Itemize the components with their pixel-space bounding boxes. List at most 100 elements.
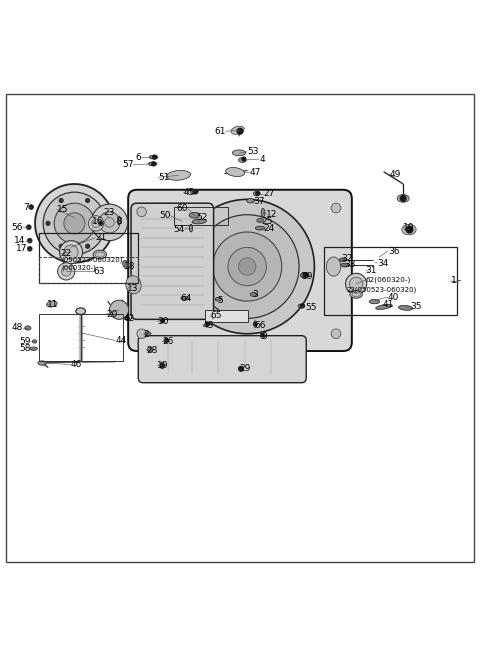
Ellipse shape (339, 258, 347, 262)
Bar (39, 233, 138, 283)
Ellipse shape (149, 155, 158, 159)
Text: 56: 56 (12, 222, 23, 232)
Ellipse shape (27, 238, 32, 243)
Text: 37: 37 (253, 197, 265, 206)
Ellipse shape (257, 218, 264, 222)
Text: 39: 39 (301, 272, 313, 281)
Text: 52: 52 (196, 213, 207, 222)
Circle shape (85, 244, 89, 248)
Circle shape (60, 199, 63, 203)
Circle shape (61, 266, 71, 276)
Text: 43: 43 (203, 321, 214, 329)
Ellipse shape (126, 276, 141, 294)
Ellipse shape (326, 257, 341, 276)
Circle shape (261, 334, 264, 337)
Bar (324, 247, 457, 315)
Circle shape (46, 222, 50, 225)
Ellipse shape (76, 308, 85, 315)
Circle shape (153, 155, 156, 159)
Text: 41: 41 (383, 300, 395, 309)
Ellipse shape (350, 291, 362, 298)
Text: 28: 28 (146, 346, 158, 355)
Text: 17: 17 (16, 244, 28, 253)
Text: 25: 25 (262, 217, 273, 226)
Ellipse shape (402, 224, 416, 235)
Ellipse shape (27, 247, 32, 251)
Text: 31: 31 (366, 266, 377, 275)
Text: 20: 20 (107, 310, 118, 319)
Ellipse shape (260, 332, 265, 338)
Circle shape (99, 222, 103, 225)
Circle shape (99, 212, 120, 233)
Circle shape (406, 226, 413, 233)
Circle shape (88, 216, 104, 231)
Ellipse shape (298, 304, 305, 308)
Text: 63: 63 (94, 267, 105, 276)
Circle shape (213, 232, 282, 301)
Text: 29: 29 (239, 364, 251, 373)
Text: 16: 16 (92, 217, 104, 226)
Text: 1: 1 (451, 276, 457, 285)
Text: 49: 49 (390, 170, 401, 179)
Text: 48: 48 (12, 323, 23, 333)
Circle shape (105, 218, 114, 227)
Ellipse shape (376, 304, 392, 310)
Text: 26: 26 (162, 337, 174, 346)
Ellipse shape (239, 157, 246, 163)
Ellipse shape (397, 195, 409, 202)
Circle shape (239, 258, 256, 276)
Circle shape (254, 323, 257, 325)
Text: 46: 46 (71, 360, 83, 369)
Circle shape (60, 241, 83, 264)
Text: 12: 12 (266, 210, 278, 218)
Circle shape (303, 273, 308, 277)
Circle shape (161, 319, 164, 322)
Circle shape (43, 192, 106, 255)
Circle shape (27, 226, 30, 229)
Ellipse shape (167, 171, 191, 180)
Circle shape (228, 247, 266, 286)
Circle shape (64, 245, 78, 259)
Text: 59: 59 (20, 337, 31, 346)
Text: 34: 34 (377, 258, 389, 268)
Circle shape (91, 204, 128, 241)
Bar (39, 314, 123, 361)
Circle shape (300, 304, 304, 308)
Circle shape (58, 262, 75, 280)
FancyBboxPatch shape (128, 190, 352, 351)
Circle shape (64, 213, 85, 234)
Text: 10: 10 (403, 222, 415, 232)
Bar (174, 207, 228, 225)
Circle shape (193, 190, 197, 194)
Circle shape (239, 367, 243, 371)
Ellipse shape (26, 225, 31, 230)
Circle shape (126, 317, 129, 320)
Ellipse shape (189, 213, 200, 218)
Ellipse shape (148, 162, 157, 166)
Text: 47: 47 (250, 168, 261, 177)
Ellipse shape (160, 319, 164, 323)
Circle shape (28, 247, 31, 250)
Ellipse shape (215, 297, 222, 301)
Ellipse shape (25, 326, 31, 330)
Text: 35: 35 (410, 302, 422, 312)
Circle shape (237, 129, 243, 134)
FancyBboxPatch shape (138, 336, 306, 382)
Text: 62(060320-): 62(060320-) (366, 277, 411, 283)
Circle shape (137, 207, 146, 216)
Text: 6: 6 (136, 153, 142, 162)
Circle shape (152, 162, 156, 166)
Text: 51: 51 (158, 173, 170, 182)
Bar (39, 257, 138, 283)
Ellipse shape (145, 332, 151, 336)
Circle shape (161, 364, 164, 367)
Text: 23: 23 (103, 209, 115, 217)
Text: 8: 8 (116, 217, 122, 226)
Circle shape (242, 157, 246, 161)
Ellipse shape (125, 316, 130, 321)
Ellipse shape (191, 190, 198, 194)
Text: 13: 13 (127, 284, 139, 293)
Ellipse shape (147, 348, 152, 352)
Ellipse shape (160, 362, 164, 369)
Ellipse shape (164, 338, 168, 342)
